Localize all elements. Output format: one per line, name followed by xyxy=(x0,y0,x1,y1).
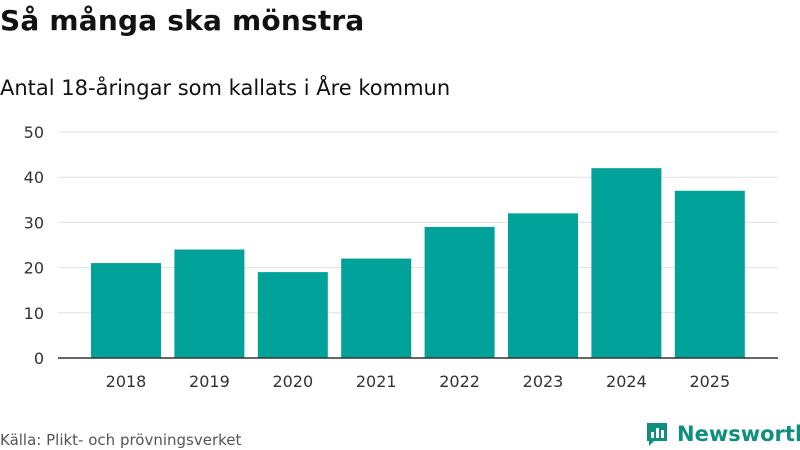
source-note: Källa: Plikt- och prövningsverket xyxy=(0,431,242,449)
y-tick-label: 30 xyxy=(24,213,44,232)
x-tick-label: 2019 xyxy=(189,372,230,391)
bar-2019 xyxy=(174,249,245,358)
grid-lines xyxy=(58,131,778,314)
brand-name: Newsworthy xyxy=(677,422,800,446)
x-tick-label: 2020 xyxy=(272,372,313,391)
y-axis-ticks: 0 10 20 30 40 50 xyxy=(24,123,44,368)
x-tick-label: 2024 xyxy=(606,372,647,391)
brand-logo: Newsworthy xyxy=(645,421,800,447)
chart-title: Så många ska mönstra xyxy=(0,4,365,37)
bars xyxy=(91,168,745,358)
bar-2018 xyxy=(91,263,161,358)
y-tick-label: 40 xyxy=(24,168,44,187)
chart-subtitle: Antal 18-åringar som kallats i Åre kommu… xyxy=(0,76,451,100)
bar-2024 xyxy=(591,168,662,358)
y-tick-label: 0 xyxy=(34,349,44,368)
y-tick-label: 20 xyxy=(24,259,44,278)
bar-2025 xyxy=(674,190,745,358)
y-tick-label: 50 xyxy=(24,123,44,142)
bar-chart-logo-icon xyxy=(647,423,667,446)
x-tick-label: 2021 xyxy=(356,372,397,391)
x-axis-ticks: 2018 2019 2020 2021 2022 2023 2024 2025 xyxy=(106,372,731,391)
bar-2020 xyxy=(257,272,328,358)
x-tick-label: 2018 xyxy=(106,372,147,391)
bar-2021 xyxy=(341,258,412,358)
x-tick-label: 2025 xyxy=(689,372,730,391)
bar-2023 xyxy=(508,213,578,358)
bar-2022 xyxy=(424,226,495,358)
y-tick-label: 10 xyxy=(24,304,44,323)
x-tick-label: 2022 xyxy=(439,372,480,391)
x-tick-label: 2023 xyxy=(523,372,564,391)
